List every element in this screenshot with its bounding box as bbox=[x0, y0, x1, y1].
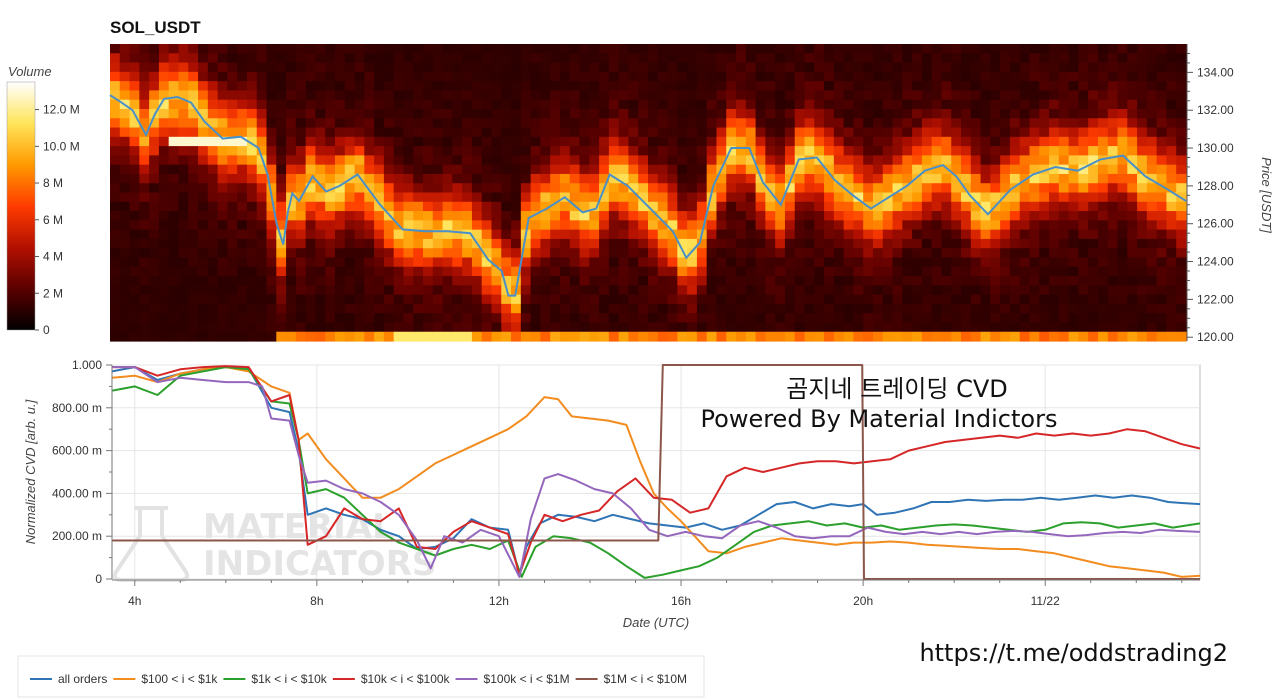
colorbar bbox=[6, 81, 36, 331]
legend-item[interactable]: $1k < i < $10k bbox=[223, 672, 328, 686]
legend-label: $100k < i < $1M bbox=[484, 672, 570, 686]
heatmap bbox=[110, 44, 1187, 342]
legend-item[interactable]: $100 < i < $1k bbox=[113, 672, 218, 686]
colorbar-tick-label: 8 M bbox=[43, 176, 63, 190]
cvd-lines bbox=[111, 364, 1201, 580]
legend-label: $1M < i < $10M bbox=[604, 672, 687, 686]
price-axis-label: Price [USDT] bbox=[1259, 157, 1274, 233]
price-axis: 120.00 122.00 124.00 126.00 128.00 130.00 132.… bbox=[1186, 44, 1234, 344]
cvd-y-tick-label: 600.00 m bbox=[52, 444, 102, 458]
legend: all orders $100 < i < $1k $1k < i < $10k $1… bbox=[30, 672, 687, 686]
cvd-y-tick-label: 800.00 m bbox=[52, 401, 102, 415]
overlay-title: 곰지네 트레이딩 CVD bbox=[786, 375, 1007, 403]
watermark-line-2: INDICATORS bbox=[203, 544, 436, 584]
cvd-y-axis: 0 200.00 m 400.00 m 600.00 m 800.00 m 1.000 bbox=[52, 358, 113, 586]
legend-label: $1k < i < $10k bbox=[251, 672, 327, 686]
colorbar-label: Volume bbox=[8, 64, 52, 79]
cvd-x-axis: 4h 8h 12h 16h 20h 11/22 bbox=[112, 579, 1200, 608]
legend-item[interactable]: $100k < i < $1M bbox=[455, 672, 570, 686]
legend-item[interactable]: $10k < i < $100k bbox=[332, 672, 451, 686]
legend-item[interactable]: all orders bbox=[30, 672, 107, 686]
overlay-subtitle: Powered By Material Indictors bbox=[701, 405, 1058, 433]
cvd-x-tick-label: 16h bbox=[671, 594, 691, 608]
price-series-line bbox=[109, 94, 1187, 297]
price-tick-label: 128.00 bbox=[1197, 179, 1234, 193]
legend-label: all orders bbox=[58, 672, 107, 686]
colorbar-tick-label: 4 M bbox=[43, 250, 63, 264]
colorbar-tick-label: 10.0 M bbox=[43, 139, 80, 153]
price-tick-label: 130.00 bbox=[1197, 141, 1234, 155]
colorbar-tick-label: 0 bbox=[43, 323, 50, 337]
cvd-series-line bbox=[112, 366, 1201, 578]
flask-icon bbox=[112, 506, 190, 582]
colorbar-tick-label: 2 M bbox=[43, 286, 63, 300]
legend-label: $100 < i < $1k bbox=[141, 672, 218, 686]
cvd-y-tick-label: 200.00 m bbox=[52, 529, 102, 543]
chart-title: SOL_USDT bbox=[110, 18, 201, 37]
legend-label: $10k < i < $100k bbox=[361, 672, 451, 686]
price-tick-label: 134.00 bbox=[1197, 65, 1234, 79]
cvd-y-tick-label: 400.00 m bbox=[52, 486, 102, 500]
price-tick-label: 124.00 bbox=[1197, 255, 1234, 269]
cvd-x-tick-label: 12h bbox=[489, 594, 509, 608]
legend-box bbox=[17, 655, 705, 698]
cvd-x-tick-label: 20h bbox=[853, 594, 873, 608]
price-line bbox=[109, 94, 1187, 297]
cvd-series-line bbox=[112, 365, 1201, 576]
price-tick-label: 126.00 bbox=[1197, 217, 1234, 231]
cvd-series-line bbox=[111, 366, 1201, 578]
cvd-y-tick-label: 1.000 bbox=[72, 358, 102, 372]
cvd-x-tick-label: 11/22 bbox=[1031, 594, 1060, 608]
price-tick-label: 122.00 bbox=[1197, 292, 1234, 306]
cvd-y-axis-label: Normalized CVD [arb. u.] bbox=[23, 399, 38, 544]
cvd-y-tick-label: 0 bbox=[95, 572, 102, 586]
colorbar-tick-label: 12.0 M bbox=[43, 103, 80, 117]
colorbar-tick-label: 6 M bbox=[43, 213, 63, 227]
telegram-url[interactable]: https://t.me/oddstrading2 bbox=[919, 639, 1228, 667]
legend-item[interactable]: $1M < i < $10M bbox=[575, 672, 687, 686]
cvd-series-line bbox=[112, 364, 1200, 580]
colorbar-ticks: 0 2 M 4 M 6 M 8 M 10.0 M 12.0 M bbox=[35, 103, 80, 337]
cvd-x-axis-label: Date (UTC) bbox=[623, 615, 689, 630]
cvd-x-tick-label: 4h bbox=[128, 594, 141, 608]
material-indicators-watermark: MATERIAL INDICATORS bbox=[112, 506, 436, 584]
price-tick-label: 132.00 bbox=[1197, 103, 1234, 117]
cvd-x-tick-label: 8h bbox=[310, 594, 323, 608]
price-tick-label: 120.00 bbox=[1197, 330, 1234, 344]
